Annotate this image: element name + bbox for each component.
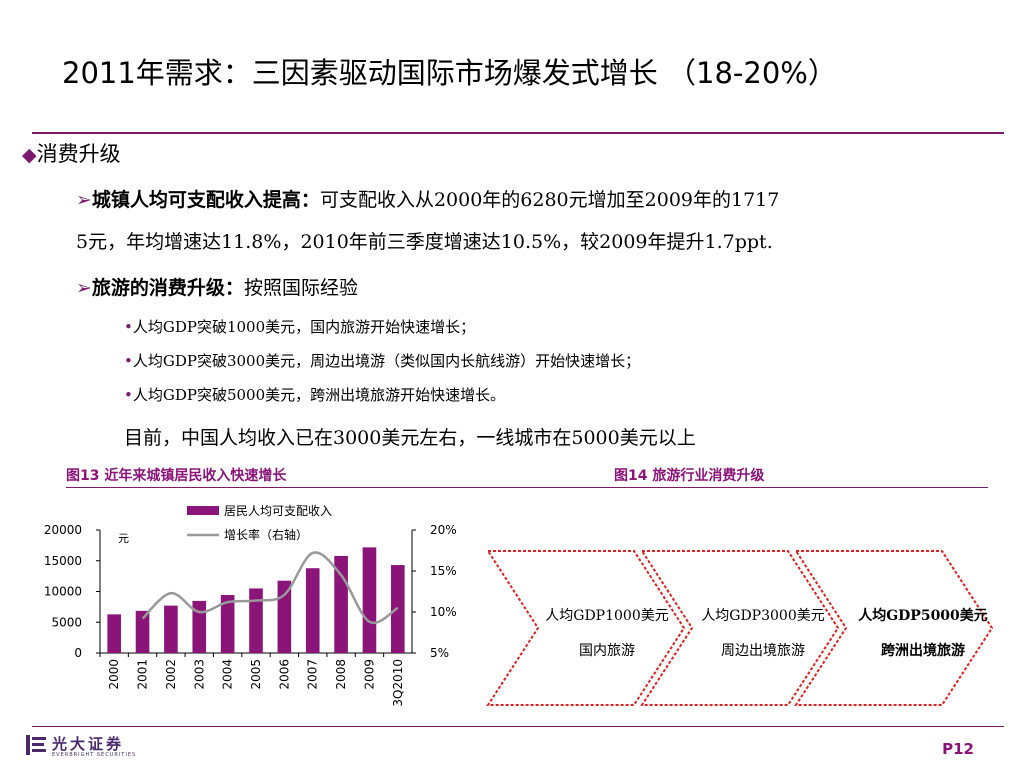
left-tick-label: 20000 <box>44 523 82 537</box>
x-tick-label: 2005 <box>249 659 263 690</box>
income-bar <box>277 580 292 653</box>
x-tick-label: 3Q2010 <box>391 659 405 707</box>
point-income-line2: 5元，年均增速达11.8%，2010年前三季度增速达10.5%，较2009年提升… <box>76 231 773 253</box>
x-tick-label: 2009 <box>362 659 376 690</box>
figure-13-caption: 图13 近年来城镇居民收入快速增长 <box>66 468 287 484</box>
x-tick-label: 2004 <box>221 659 235 690</box>
income-bar <box>220 595 235 653</box>
flow-step-2-title: 人均GDP3000美元 <box>701 608 825 624</box>
growth-rate-line <box>141 551 399 625</box>
dot-icon: • <box>124 352 133 370</box>
flow-step-1-subtitle: 国内旅游 <box>579 643 635 659</box>
left-tick-label: 15000 <box>44 554 82 568</box>
bullet-item: •人均GDP突破1000美元，国内旅游开始快速增长； <box>124 316 475 337</box>
income-bar <box>135 610 150 653</box>
point-tourism: ➢旅游的消费升级：按照国际经验 <box>76 273 358 300</box>
company-name: 光大证券 <box>52 735 125 753</box>
top-divider <box>32 132 1004 134</box>
chevron-1 <box>486 550 686 706</box>
tourism-upgrade-flow <box>486 550 994 706</box>
page-title: 2011年需求：三因素驱动国际市场爆发式增长 （18-20%） <box>62 56 837 90</box>
x-tick-label: 2007 <box>306 659 320 690</box>
flow-step-1-title: 人均GDP1000美元 <box>545 608 669 624</box>
point-tourism-heading: 旅游的消费升级： <box>91 277 244 299</box>
x-tick-label: 2008 <box>334 659 348 690</box>
income-bar <box>249 588 263 653</box>
caption-divider <box>66 487 988 488</box>
y-unit-label: 元 <box>118 532 129 545</box>
footer-divider <box>32 726 1004 727</box>
page-number: P12 <box>942 740 974 758</box>
section-label: 消费升级 <box>36 142 121 166</box>
x-tick-label: 2003 <box>192 659 206 690</box>
left-tick-label: 10000 <box>44 585 82 599</box>
income-bar <box>164 605 178 653</box>
legend-bar-label: 居民人均可支配收入 <box>224 504 332 518</box>
right-tick-label: 15% <box>430 564 457 578</box>
flow-step-2-subtitle: 周边出境旅游 <box>721 643 805 659</box>
arrow-bullet-icon: ➢ <box>76 277 92 299</box>
point-income-text-1: 可支配收入从2000年的6280元增加至2009年的1717 <box>319 189 780 211</box>
legend-line-label: 增长率（右轴） <box>224 527 308 542</box>
income-bar <box>192 600 207 653</box>
flow-step-3-title: 人均GDP5000美元 <box>858 608 988 624</box>
section-heading: ◆消费升级 <box>22 138 121 168</box>
point-tourism-text: 按照国际经验 <box>243 277 358 299</box>
bullet-text: 人均GDP突破1000美元，国内旅游开始快速增长； <box>132 318 476 336</box>
arrow-bullet-icon: ➢ <box>76 189 92 211</box>
bullet-text: 人均GDP突破3000美元，周边出境游（类似国内长航线游）开始快速增长； <box>132 352 641 370</box>
diamond-icon: ◆ <box>22 144 37 166</box>
bullet-item: •人均GDP突破3000美元，周边出境游（类似国内长航线游）开始快速增长； <box>124 350 640 371</box>
x-tick-label: 2006 <box>277 659 291 690</box>
x-tick-label: 2001 <box>136 659 150 690</box>
right-tick-label: 5% <box>430 646 449 660</box>
bullet-item: •人均GDP突破5000美元，跨洲出境旅游开始快速增长。 <box>124 384 505 405</box>
income-bar <box>362 547 377 653</box>
legend-bar-swatch <box>187 506 219 515</box>
left-tick-label: 5000 <box>51 615 82 629</box>
right-tick-label: 20% <box>430 523 457 537</box>
income-bar <box>107 614 121 653</box>
company-subname: EVERBRIGHT SECURITIES <box>52 752 137 758</box>
income-bar <box>305 568 320 653</box>
dot-icon: • <box>124 318 133 336</box>
x-tick-label: 2002 <box>164 659 178 690</box>
point-income: ➢城镇人均可支配收入提高：可支配收入从2000年的6280元增加至2009年的1… <box>76 185 779 212</box>
bullet-text: 人均GDP突破5000美元，跨洲出境旅游开始快速增长。 <box>132 386 506 404</box>
point-income-heading: 城镇人均可支配收入提高： <box>91 189 320 211</box>
company-logo-icon <box>26 735 46 755</box>
flow-step-3-subtitle: 跨洲出境旅游 <box>881 643 965 659</box>
left-tick-label: 0 <box>74 646 82 660</box>
chevron-2 <box>640 550 840 706</box>
figure-14-caption: 图14 旅游行业消费升级 <box>614 468 765 484</box>
chevron-3 <box>794 550 994 706</box>
income-growth-chart: 0 5000 10000 15000 20000 5% 10% 15% 20% 元 2000 2001… <box>44 504 457 707</box>
x-tick-label: 2000 <box>107 659 121 690</box>
right-tick-label: 10% <box>430 605 457 619</box>
dot-icon: • <box>124 386 133 404</box>
note-text: 目前，中国人均收入已在3000美元左右，一线城市在5000美元以上 <box>124 427 696 449</box>
